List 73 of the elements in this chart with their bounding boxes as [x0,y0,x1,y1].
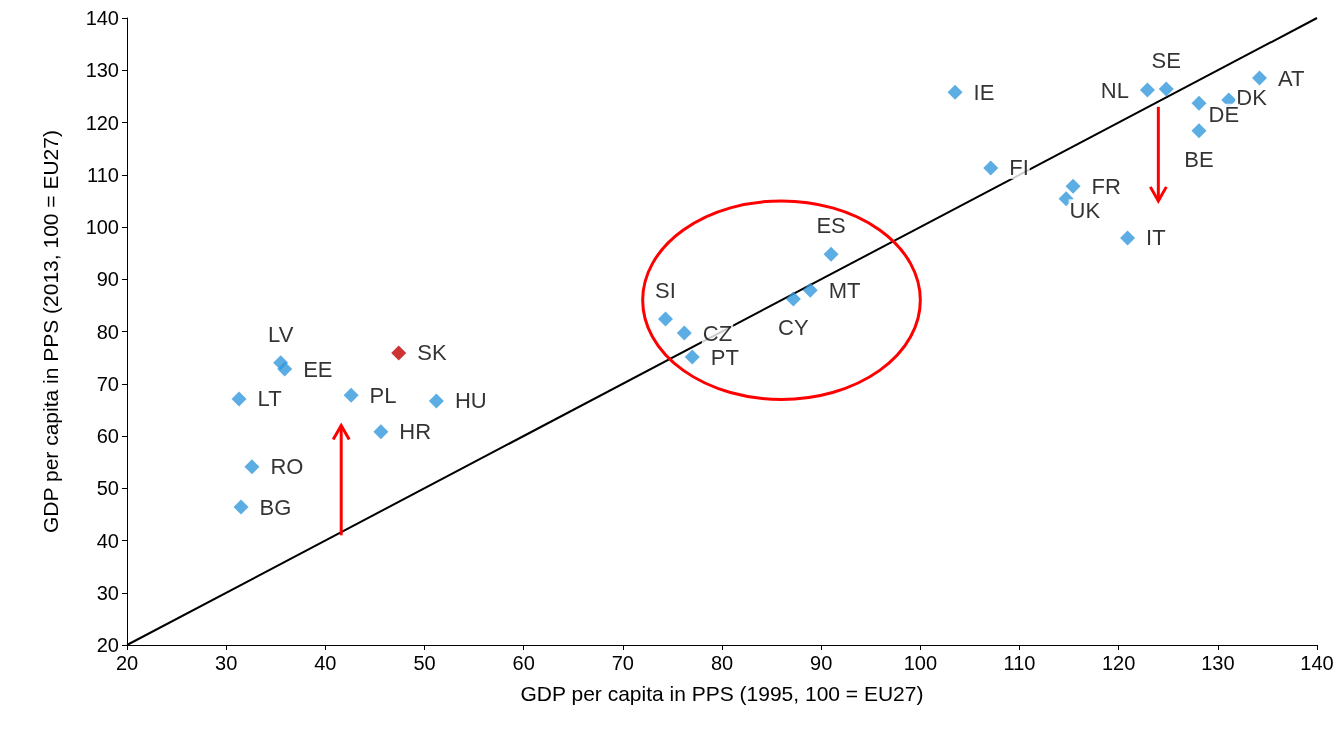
y-tick-label: 40 [96,529,119,552]
data-label: SE [1151,48,1181,74]
point [428,393,444,409]
point [1065,178,1081,194]
point [1158,81,1174,97]
data-label: LV [268,321,294,347]
y-tick-label: 60 [96,425,119,447]
x-tick-label: 60 [512,652,535,674]
x-tick-label: 90 [810,652,833,674]
x-axis-title: GDP per capita in PPS (1995, 100 = EU27) [520,682,924,705]
point [244,459,260,475]
x-tick-label: 30 [215,652,238,674]
y-axis-title: GDP per capita in PPS (2013, 100 = EU27) [39,130,62,533]
y-tick-label: 110 [87,163,119,186]
data-label: ES [816,213,846,239]
point [684,349,700,365]
data-label: LT [257,386,282,412]
y-tick-label: 100 [85,216,119,238]
x-tick-label: 110 [1003,652,1036,674]
data-label: CZ [702,320,733,346]
data-label: SI [655,277,676,303]
y-tick-label: 140 [85,7,119,29]
y-tick-label: 80 [96,320,119,343]
point [391,345,407,361]
point [785,291,801,307]
point [823,246,839,262]
point [1191,95,1207,111]
data-label: PT [710,344,739,370]
point [343,387,359,403]
y-tick-label: 90 [96,268,119,291]
data-label: FI [1009,155,1029,181]
y-tick-label: 120 [85,111,119,134]
data-label: HU [454,388,487,414]
point [373,424,389,440]
data-label: UK [1069,197,1101,223]
point [802,282,818,298]
point [983,160,999,176]
point [233,499,249,515]
x-tick-label: 120 [1101,652,1136,674]
point [676,325,692,341]
data-label: BG [259,494,292,520]
y-tick-label: 130 [85,59,119,82]
point [1139,82,1155,98]
x-tick-label: 130 [1201,652,1235,674]
y-tick-label: 30 [96,581,119,604]
x-tick-label: 80 [710,652,734,674]
y-tick-label: 70 [96,372,119,395]
data-label: IE [973,79,995,105]
point [231,391,247,407]
point [277,361,293,377]
data-label: EE [303,356,333,382]
data-label: AT [1277,65,1305,91]
data-label: BE [1184,146,1214,172]
point [947,84,963,100]
x-tick-label: 40 [314,652,337,674]
data-label: RO [270,454,304,480]
data-label: MT [828,277,861,303]
data-label: SK [417,340,447,366]
data-label: CY [778,315,810,341]
data-label: PL [369,382,397,408]
point [1120,230,1136,246]
y-tick-label: 50 [96,477,119,500]
x-tick-label: 70 [611,652,634,674]
x-tick-label: 50 [413,652,436,674]
data-label: HR [399,419,432,445]
data-label: FR [1091,173,1121,199]
data-label: NL [1100,77,1129,103]
x-tick-label: 100 [903,652,938,674]
point [1251,70,1267,86]
data-label: IT [1146,225,1166,251]
x-tick-label: 140 [1300,652,1334,674]
point [657,311,673,327]
point [1191,123,1207,139]
